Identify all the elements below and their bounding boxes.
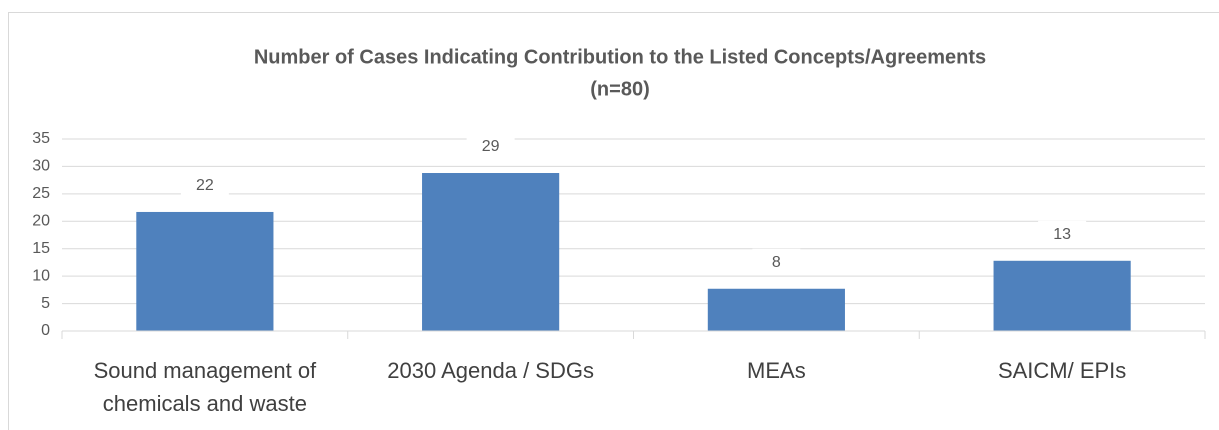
data-label: 22 (196, 177, 214, 194)
bar (422, 173, 560, 331)
chart-border (8, 12, 1219, 430)
x-tick-label: Sound management of chemicals and waste (93, 358, 317, 416)
y-tick-label: 10 (32, 267, 50, 284)
x-tick-label: SAICM/ EPIs (997, 358, 1127, 383)
data-label-bg (466, 133, 515, 160)
y-tick-label: 30 (32, 158, 50, 175)
y-tick-label: 5 (41, 295, 50, 312)
x-tick-label: 2030 Agenda / SDGs (387, 358, 594, 383)
y-tick-label: 25 (32, 185, 50, 202)
data-label-bg (1038, 220, 1087, 247)
y-tick-label: 20 (32, 213, 50, 230)
y-tick-label: 35 (32, 130, 50, 147)
data-label-bg (180, 171, 229, 198)
data-label-bg (752, 248, 801, 275)
chart-subtitle: (n=80) (590, 78, 649, 100)
y-tick-label: 0 (41, 322, 50, 339)
x-tick-label: MEAs (747, 358, 806, 383)
data-label: 8 (772, 254, 781, 271)
y-tick-label: 15 (32, 240, 50, 257)
data-label: 13 (1053, 226, 1071, 243)
bar (993, 260, 1131, 331)
chart-title: Number of Cases Indicating Contribution … (254, 46, 986, 68)
bar (707, 288, 845, 331)
bar (136, 211, 274, 331)
data-label: 29 (482, 138, 500, 155)
